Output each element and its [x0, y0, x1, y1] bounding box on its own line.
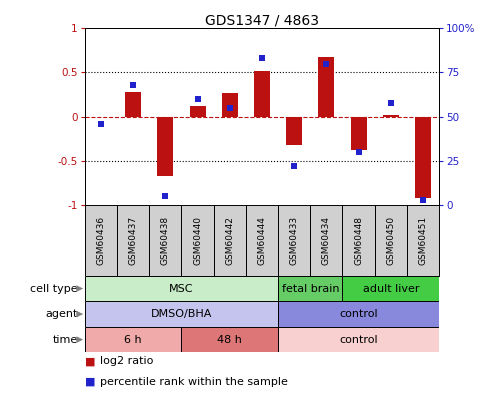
Text: log2 ratio: log2 ratio	[100, 356, 153, 367]
Bar	[222, 93, 238, 117]
Bar	[182, 205, 214, 276]
Bar	[149, 205, 182, 276]
Text: GSM60438: GSM60438	[161, 216, 170, 265]
Bar	[318, 58, 334, 117]
Text: GSM60434: GSM60434	[322, 216, 331, 265]
Bar	[278, 276, 342, 301]
Text: DMSO/BHA: DMSO/BHA	[151, 309, 212, 319]
Point	[355, 149, 363, 155]
Text: GSM60450: GSM60450	[386, 216, 395, 265]
Bar	[342, 276, 439, 301]
Bar	[286, 117, 302, 145]
Bar	[278, 205, 310, 276]
Bar	[117, 205, 149, 276]
Text: adult liver: adult liver	[363, 284, 419, 294]
Text: cell type: cell type	[30, 284, 78, 294]
Bar	[342, 205, 375, 276]
Bar	[190, 106, 206, 117]
Bar	[157, 117, 174, 176]
Text: GSM60448: GSM60448	[354, 216, 363, 265]
Text: control: control	[339, 335, 378, 345]
Text: percentile rank within the sample: percentile rank within the sample	[100, 377, 288, 387]
Bar	[214, 205, 246, 276]
Bar	[85, 276, 278, 301]
Text: fetal brain: fetal brain	[281, 284, 339, 294]
Bar	[278, 327, 439, 352]
Text: 48 h: 48 h	[218, 335, 242, 345]
Bar	[246, 205, 278, 276]
Bar	[375, 205, 407, 276]
Bar	[85, 301, 278, 327]
Text: GSM60436: GSM60436	[96, 216, 105, 265]
Point	[129, 82, 137, 88]
Text: ■: ■	[85, 356, 99, 367]
Point	[194, 96, 202, 102]
Text: GSM60442: GSM60442	[225, 216, 234, 265]
Point	[161, 193, 169, 199]
Text: time: time	[52, 335, 78, 345]
Point	[322, 60, 330, 67]
Point	[387, 99, 395, 106]
Bar	[350, 117, 367, 150]
Point	[258, 55, 266, 62]
Text: GSM60437: GSM60437	[129, 216, 138, 265]
Text: 6 h: 6 h	[124, 335, 142, 345]
Text: GSM60444: GSM60444	[257, 216, 266, 265]
Bar	[310, 205, 342, 276]
Point	[97, 120, 105, 127]
Bar	[85, 205, 117, 276]
Bar	[254, 71, 270, 117]
Text: GSM60433: GSM60433	[290, 216, 299, 265]
Text: MSC: MSC	[169, 284, 194, 294]
Text: GSM60451: GSM60451	[419, 216, 428, 265]
Title: GDS1347 / 4863: GDS1347 / 4863	[205, 13, 319, 27]
Point	[290, 163, 298, 169]
Text: agent: agent	[45, 309, 78, 319]
Bar	[182, 327, 278, 352]
Text: ■: ■	[85, 377, 99, 387]
Bar	[415, 117, 431, 198]
Bar	[85, 327, 182, 352]
Bar	[407, 205, 439, 276]
Text: control: control	[339, 309, 378, 319]
Bar	[278, 301, 439, 327]
Bar	[125, 92, 141, 117]
Text: GSM60440: GSM60440	[193, 216, 202, 265]
Point	[419, 196, 427, 203]
Point	[226, 104, 234, 111]
Bar	[383, 115, 399, 117]
